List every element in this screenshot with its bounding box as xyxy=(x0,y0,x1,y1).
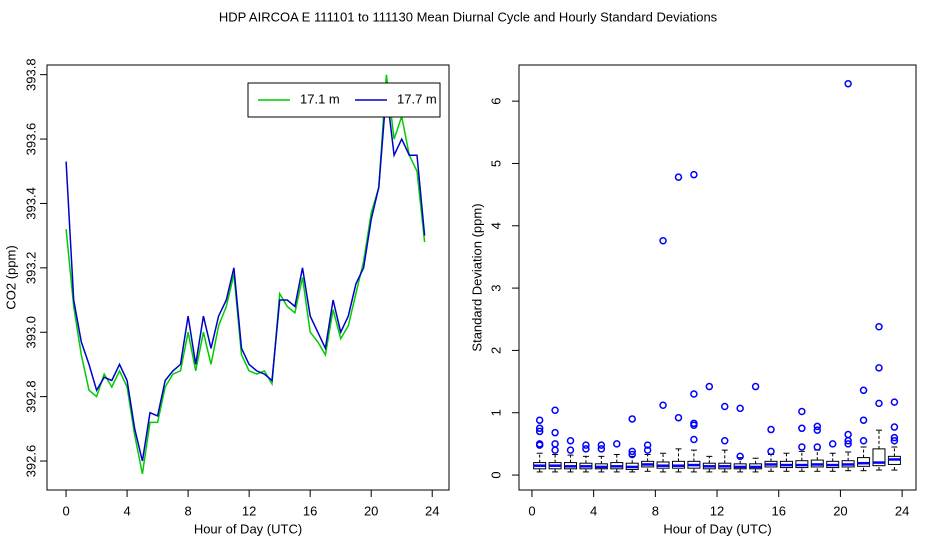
y-tick-label: 393.0 xyxy=(23,316,38,349)
y-tick-label: 6 xyxy=(488,98,503,105)
outlier xyxy=(674,413,683,422)
outlier xyxy=(690,390,698,398)
outlier xyxy=(751,382,760,391)
outlier xyxy=(628,450,636,459)
y-tick-label: 393.6 xyxy=(23,123,38,156)
outlier xyxy=(859,437,868,445)
outlier xyxy=(844,440,852,448)
outlier xyxy=(582,445,590,453)
outlier xyxy=(613,440,621,448)
x-tick-label: 12 xyxy=(242,503,256,518)
outlier xyxy=(690,170,698,179)
outlier xyxy=(890,437,899,445)
x-tick-label: 24 xyxy=(425,503,439,518)
outlier xyxy=(720,437,729,445)
x-tick-label: 24 xyxy=(895,503,909,518)
plot-frame xyxy=(518,64,917,491)
y-tick-label: 0 xyxy=(488,471,503,478)
outlier xyxy=(690,435,698,444)
x-tick-label: 16 xyxy=(303,503,317,518)
outlier xyxy=(813,422,822,431)
outlier xyxy=(535,427,544,436)
x-tick-label: 20 xyxy=(833,503,847,518)
outlier xyxy=(828,440,837,448)
x-tick-label: 16 xyxy=(771,503,785,518)
outlier xyxy=(582,441,590,449)
outlier xyxy=(890,423,899,431)
outlier xyxy=(736,452,744,461)
outlier xyxy=(551,446,559,454)
outlier xyxy=(736,404,744,413)
y-tick-label: 3 xyxy=(488,284,503,291)
outlier xyxy=(643,441,652,449)
x-tick-label: 20 xyxy=(364,503,378,518)
x-tick-label: 4 xyxy=(123,503,130,518)
outlier xyxy=(535,416,544,424)
y-tick-label: 392.8 xyxy=(23,380,38,413)
y-tick-label: 393.2 xyxy=(23,252,38,285)
outlier xyxy=(859,416,868,424)
outlier xyxy=(566,437,575,445)
outlier xyxy=(875,399,883,408)
x-tick-label: 12 xyxy=(710,503,724,518)
outlier xyxy=(597,445,606,453)
outlier xyxy=(813,426,822,434)
y-tick-label: 392.6 xyxy=(23,445,38,478)
outlier xyxy=(597,441,606,449)
outlier xyxy=(659,401,667,409)
outlier xyxy=(844,79,852,88)
outlier xyxy=(659,236,667,245)
outlier xyxy=(566,446,575,454)
y-tick-label: 2 xyxy=(488,347,503,354)
y-tick-label: 1 xyxy=(488,409,503,416)
outlier xyxy=(551,440,559,448)
outlier xyxy=(859,386,868,395)
outlier xyxy=(890,398,899,406)
outlier xyxy=(628,447,636,456)
outlier xyxy=(551,406,559,414)
outlier xyxy=(844,437,852,445)
outlier xyxy=(767,425,775,434)
outlier xyxy=(798,424,806,433)
outlier xyxy=(535,424,544,433)
outlier xyxy=(875,322,883,331)
outlier xyxy=(720,402,729,411)
x-tick-label: 0 xyxy=(528,503,535,518)
legend-label: 17.1 m xyxy=(300,91,340,106)
x-axis-label: Hour of Day (UTC) xyxy=(194,521,302,536)
outlier xyxy=(813,443,822,451)
y-axis-label: CO2 (ppm) xyxy=(3,245,18,309)
y-tick-label: 393.4 xyxy=(23,187,38,220)
outlier xyxy=(535,441,544,449)
outlier xyxy=(690,421,698,429)
y-axis-label: Standard Deviation (ppm) xyxy=(469,203,484,351)
outlier xyxy=(551,428,559,437)
x-tick-label: 0 xyxy=(62,503,69,518)
x-tick-label: 8 xyxy=(652,503,659,518)
outlier xyxy=(798,443,806,451)
outlier xyxy=(890,433,899,442)
outlier xyxy=(844,430,852,439)
legend-label: 17.7 m xyxy=(397,91,437,106)
outlier xyxy=(705,382,714,391)
outlier xyxy=(767,447,775,456)
outlier xyxy=(875,364,883,372)
x-tick-label: 8 xyxy=(185,503,192,518)
data-line xyxy=(65,90,426,462)
x-tick-label: 4 xyxy=(590,503,597,518)
data-line xyxy=(65,74,426,475)
outlier xyxy=(798,407,806,416)
plot-frame xyxy=(46,64,450,491)
outlier xyxy=(628,415,636,423)
y-tick-label: 4 xyxy=(488,222,503,229)
outlier xyxy=(674,173,683,181)
y-tick-label: 393.8 xyxy=(23,58,38,91)
outlier xyxy=(643,446,652,454)
figure-title: HDP AIRCOA E 111101 to 111130 Mean Diurn… xyxy=(219,9,718,24)
y-tick-label: 5 xyxy=(488,160,503,167)
x-axis-label: Hour of Day (UTC) xyxy=(663,521,771,536)
